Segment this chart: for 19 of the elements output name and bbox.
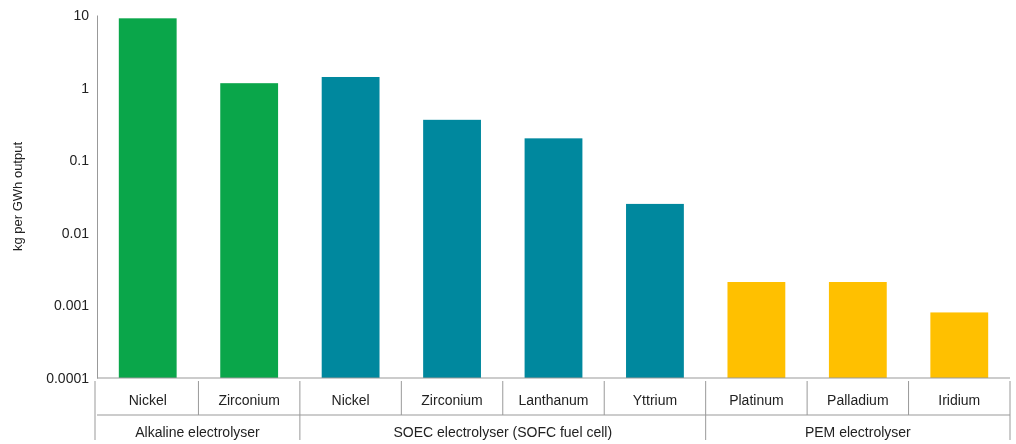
x-tick-label: Zirconium xyxy=(218,392,280,408)
y-tick-label: 0.01 xyxy=(61,224,90,241)
x-tick-label: Platinum xyxy=(729,392,784,408)
text: SOEC electrolyser (SOFC fuel cell) xyxy=(393,424,613,440)
x-tick-label: Zirconium xyxy=(421,392,483,408)
y-tick-label: 0.001 xyxy=(53,297,90,314)
y-tick-label: 0.0001 xyxy=(46,369,90,386)
x-tick-label: Yttrium xyxy=(632,392,678,408)
y-tick-label: 1 xyxy=(81,79,90,96)
y-axis-title: kg per GWh output xyxy=(10,141,25,252)
x-tick-label: Palladium xyxy=(827,392,889,408)
y-tick-label: 10 xyxy=(73,6,90,23)
text: PEM electrolyser xyxy=(804,424,912,440)
text: Alkaline electrolyser xyxy=(135,424,261,440)
x-tick-label: Iridium xyxy=(938,392,981,408)
x-tick-label: Lanthanum xyxy=(518,392,589,408)
x-tick-label: Nickel xyxy=(331,392,370,408)
y-tick-label: 0.1 xyxy=(69,152,90,169)
x-tick-label: Nickel xyxy=(128,392,167,408)
